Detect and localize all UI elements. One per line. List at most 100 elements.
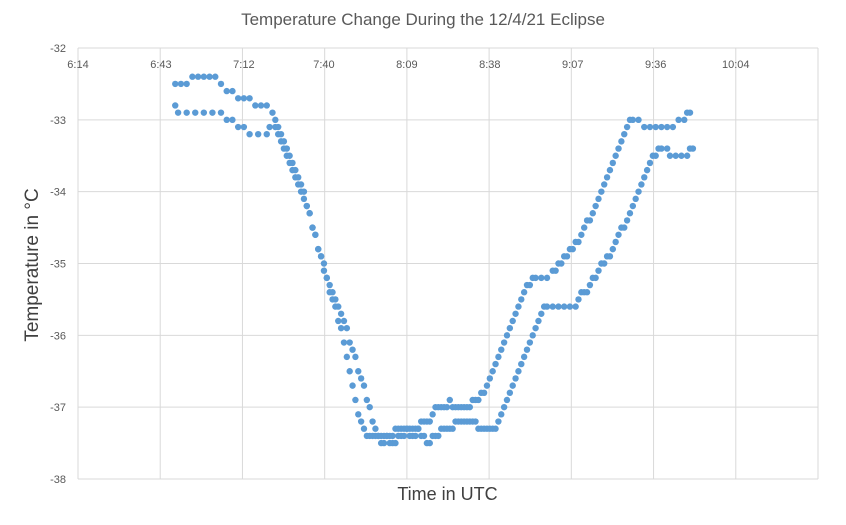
data-point: [317, 253, 325, 260]
data-point: [289, 159, 296, 167]
data-point: [217, 80, 225, 88]
data-point: [303, 202, 310, 210]
data-point: [678, 152, 685, 159]
data-point: [389, 432, 396, 440]
data-point: [320, 260, 328, 267]
data-point: [292, 166, 299, 174]
data-point: [503, 332, 511, 339]
data-point: [306, 210, 313, 217]
x-tick-label: 10:04: [722, 59, 750, 71]
data-points: [172, 73, 697, 447]
data-point: [658, 123, 665, 131]
data-point: [403, 425, 411, 432]
data-point: [295, 174, 302, 181]
data-point: [277, 131, 285, 138]
data-point: [506, 389, 514, 396]
data-point: [426, 418, 433, 425]
data-point: [683, 152, 691, 159]
data-point: [632, 195, 639, 203]
data-point: [543, 274, 551, 282]
data-point: [672, 152, 679, 159]
data-point: [472, 418, 479, 425]
data-point: [629, 202, 637, 210]
data-point: [512, 375, 519, 382]
data-point: [686, 109, 694, 116]
data-point: [337, 324, 345, 332]
data-point: [638, 181, 645, 188]
y-tick-label: -37: [50, 402, 66, 414]
data-point: [618, 138, 625, 145]
data-point: [223, 116, 230, 124]
data-point: [229, 116, 236, 124]
data-point: [569, 245, 576, 253]
data-point: [443, 403, 451, 411]
grid: [77, 47, 819, 480]
data-point: [360, 425, 368, 432]
data-point: [552, 267, 559, 274]
data-point: [652, 152, 659, 159]
data-point: [200, 109, 208, 116]
data-point: [209, 109, 216, 116]
data-point: [492, 425, 499, 432]
y-tick-label: -32: [50, 43, 66, 55]
data-point: [663, 145, 671, 152]
data-point: [392, 439, 399, 447]
data-point: [581, 224, 588, 231]
data-point: [234, 95, 242, 102]
data-point: [343, 353, 351, 361]
data-point: [643, 166, 651, 174]
data-point: [429, 411, 436, 418]
y-tick-label: -38: [50, 474, 66, 486]
data-point: [475, 396, 482, 404]
data-point: [320, 267, 328, 274]
x-tick-label: 7:40: [313, 59, 334, 71]
data-point: [538, 274, 545, 282]
data-point: [500, 403, 508, 411]
data-point: [663, 123, 671, 131]
data-point: [606, 253, 614, 260]
data-point: [192, 109, 199, 116]
data-point: [586, 281, 594, 289]
data-point: [635, 188, 642, 195]
data-point: [194, 73, 202, 80]
data-point: [189, 73, 196, 80]
data-point: [595, 195, 602, 203]
data-point: [355, 411, 362, 418]
data-point: [609, 245, 617, 253]
data-point: [589, 210, 596, 217]
data-point: [526, 339, 534, 346]
data-point: [357, 418, 365, 425]
data-point: [217, 109, 225, 116]
data-point: [234, 123, 242, 131]
data-point: [549, 303, 556, 310]
data-point: [263, 131, 270, 138]
data-point: [623, 217, 631, 224]
x-tick-label: 9:07: [562, 59, 583, 71]
data-point: [172, 80, 179, 88]
data-point: [666, 152, 674, 159]
data-point: [326, 289, 333, 296]
data-point: [518, 360, 525, 368]
data-point: [495, 418, 502, 425]
data-point: [172, 102, 179, 109]
data-point: [512, 310, 519, 317]
data-point: [575, 238, 582, 246]
data-point: [252, 102, 259, 109]
x-tick-label: 8:09: [396, 59, 417, 71]
data-point: [480, 389, 488, 396]
data-point: [498, 411, 505, 418]
data-point: [595, 267, 602, 274]
data-point: [335, 317, 342, 325]
data-point: [500, 339, 508, 346]
data-point: [223, 87, 230, 95]
x-tick-label: 6:14: [67, 59, 88, 71]
data-point: [212, 73, 219, 80]
data-point: [492, 360, 499, 368]
y-tick-label: -34: [50, 187, 66, 199]
data-point: [583, 289, 591, 296]
tick-labels: -32 -33 -34 -35 -36 -37 -38 6:14 6:43 7:12 7:40 8:0…: [50, 43, 749, 486]
data-point: [266, 123, 273, 131]
data-point: [621, 131, 628, 138]
data-point: [612, 152, 619, 159]
